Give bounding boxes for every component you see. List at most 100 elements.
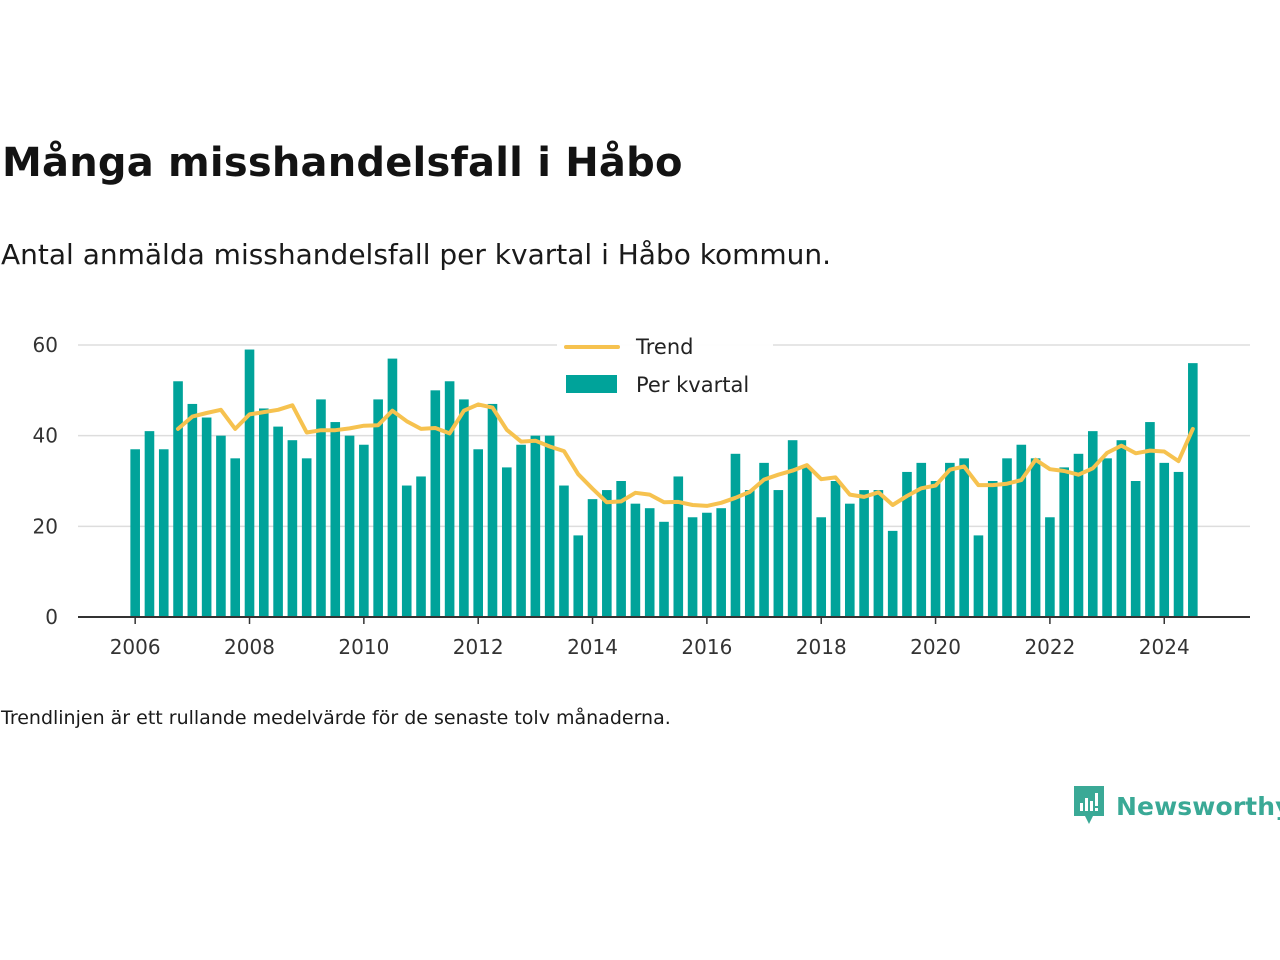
bar <box>1102 458 1112 617</box>
bar <box>559 485 569 617</box>
y-tick-label: 0 <box>45 605 58 629</box>
bar <box>130 449 140 617</box>
chart-subtitle: Antal anmälda misshandelsfall per kvarta… <box>1 238 832 271</box>
bar <box>259 408 269 617</box>
bar <box>230 458 241 617</box>
bar <box>1130 481 1141 617</box>
bar <box>959 458 969 617</box>
bar <box>644 508 655 617</box>
bar <box>287 440 298 617</box>
bar <box>401 485 412 617</box>
chart-footnote: Trendlinjen är ett rullande medelvärde f… <box>1 707 671 729</box>
x-tick-label: 2014 <box>567 635 618 659</box>
x-axis-tick-labels: 2006 2008 2010 2012 2014 2016 2018 2020 2022 2024 <box>110 635 1190 659</box>
bar <box>1159 462 1170 617</box>
bar <box>430 390 441 617</box>
newsworthy-logo-icon <box>1074 786 1104 824</box>
bar <box>301 458 312 617</box>
bar <box>530 435 541 617</box>
x-tick-label: 2006 <box>110 635 161 659</box>
bar <box>187 403 198 617</box>
bar <box>501 467 512 617</box>
bar <box>787 440 798 617</box>
y-tick-label: 20 <box>33 514 58 538</box>
bar <box>687 517 698 617</box>
bar <box>702 512 712 617</box>
bar <box>902 471 912 617</box>
bar <box>859 490 869 617</box>
chart-title: Många misshandelsfall i Håbo <box>2 140 683 186</box>
legend-per-kvartal-swatch <box>566 375 617 393</box>
x-tick-label: 2012 <box>453 635 504 659</box>
bar <box>330 422 341 617</box>
legend: Trend Per kvartal <box>557 329 773 405</box>
y-axis-tick-labels: 0 20 40 60 <box>33 333 58 629</box>
bar <box>1173 471 1184 617</box>
chart: 0 20 40 60 2006 2008 2010 2012 2014 2016 2018 2020… <box>33 329 1250 659</box>
bar <box>416 476 426 617</box>
bar <box>730 453 741 617</box>
bar <box>1002 458 1012 617</box>
bar <box>602 490 612 617</box>
bar <box>1087 431 1098 617</box>
bar <box>759 462 769 617</box>
bar <box>1059 467 1069 617</box>
bar <box>573 535 584 617</box>
bar <box>887 530 898 617</box>
legend-trend-label: Trend <box>635 335 693 359</box>
bar <box>344 435 355 617</box>
line-series-trend <box>176 402 1195 508</box>
bar <box>487 403 498 617</box>
trend-line <box>176 402 1195 508</box>
x-tick-label: 2016 <box>681 635 732 659</box>
bar <box>459 399 469 617</box>
bar <box>930 481 941 617</box>
bar <box>630 503 641 617</box>
bar <box>916 462 927 617</box>
bar <box>144 431 155 617</box>
x-tick-label: 2022 <box>1024 635 1075 659</box>
bar <box>158 449 169 617</box>
bar <box>273 426 283 617</box>
bar <box>544 435 555 617</box>
bar <box>473 449 483 617</box>
bar <box>816 517 827 617</box>
bar <box>659 521 669 617</box>
x-tick-label: 2018 <box>796 635 847 659</box>
bar <box>716 508 726 617</box>
bar <box>616 481 626 617</box>
bar <box>1145 422 1155 617</box>
bar <box>744 490 755 617</box>
bar <box>987 481 998 617</box>
bar <box>444 381 455 617</box>
bar <box>359 444 369 617</box>
bar <box>244 349 255 617</box>
bar <box>587 499 598 617</box>
bar <box>945 462 955 617</box>
bar <box>1016 444 1027 617</box>
bar <box>373 399 383 617</box>
bar <box>773 490 784 617</box>
bar <box>673 476 684 617</box>
bar <box>1045 517 1055 617</box>
x-tick-label: 2024 <box>1139 635 1190 659</box>
y-tick-label: 40 <box>33 424 58 448</box>
bar <box>173 381 183 617</box>
bar <box>873 490 884 617</box>
newsworthy-brand: Newsworthy <box>1072 784 1280 828</box>
y-tick-label: 60 <box>33 333 58 357</box>
x-tick-label: 2020 <box>910 635 961 659</box>
bar <box>830 481 841 617</box>
bar <box>216 435 226 617</box>
x-axis <box>78 616 1250 624</box>
bar <box>1073 453 1084 617</box>
bar <box>201 417 212 617</box>
bar <box>1116 440 1127 617</box>
bar <box>845 503 855 617</box>
bar <box>1030 458 1041 617</box>
bar-series-per-kvartal <box>130 349 1198 617</box>
x-tick-label: 2010 <box>338 635 389 659</box>
brand-name: Newsworthy <box>1116 791 1280 821</box>
bar <box>973 535 984 617</box>
x-tick-label: 2008 <box>224 635 275 659</box>
